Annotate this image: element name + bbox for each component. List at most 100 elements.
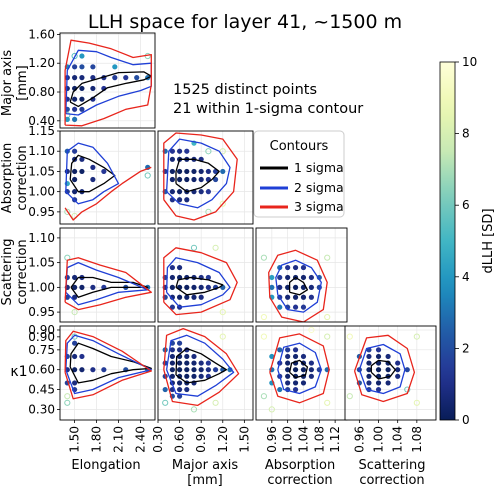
data-point xyxy=(184,148,190,154)
data-point xyxy=(191,176,197,183)
data-point xyxy=(191,360,197,366)
panel-frame xyxy=(157,130,254,225)
data-point xyxy=(79,53,85,59)
ylabel-major-axis: Major axis[mm] xyxy=(0,50,30,116)
data-point xyxy=(277,386,283,393)
data-point xyxy=(205,189,211,195)
data-point xyxy=(375,386,382,393)
data-point xyxy=(169,168,175,175)
data-point xyxy=(308,326,315,334)
data-point xyxy=(198,294,204,300)
data-point xyxy=(300,274,307,281)
y-tick-label: 0.45 xyxy=(28,383,55,397)
panel-frame xyxy=(344,325,437,421)
data-point xyxy=(191,168,197,175)
panel-frame xyxy=(59,32,156,129)
data-point xyxy=(285,274,291,281)
data-point xyxy=(72,380,78,386)
xlabel-absorption: Absorption correction xyxy=(265,458,335,488)
data-point xyxy=(308,284,314,290)
y-tick-label: 1.05 xyxy=(28,164,55,178)
data-point xyxy=(212,367,219,373)
colorbar-tick-label: 6 xyxy=(462,198,470,212)
data-point xyxy=(277,304,283,310)
data-point xyxy=(184,360,190,366)
data-point xyxy=(112,64,118,70)
data-point xyxy=(285,347,291,353)
ylabel-scattering: Scatteringcorrection xyxy=(0,238,30,305)
data-point xyxy=(72,367,78,373)
data-point xyxy=(176,373,183,379)
contour-2-sigma xyxy=(165,334,235,397)
data-point xyxy=(385,367,391,373)
data-point xyxy=(79,353,85,360)
contour-3-sigma xyxy=(268,249,328,322)
data-point xyxy=(79,96,85,102)
colorbar-tick-label: 4 xyxy=(462,270,470,284)
data-point xyxy=(300,353,307,360)
y-tick-label: 0.90 xyxy=(28,323,55,337)
data-point xyxy=(72,189,78,195)
contour-3-sigma xyxy=(64,166,152,221)
data-point xyxy=(72,96,78,102)
contour-2-sigma xyxy=(65,142,120,205)
panel-scattering-vs-kappa: 0.96 1.00 1.04 1.08 xyxy=(344,325,437,453)
y-tick-label: 1.10 xyxy=(28,144,55,158)
x-tick-label: 1.00 xyxy=(281,426,295,453)
panel-background xyxy=(60,228,155,322)
data-point xyxy=(198,189,204,195)
y-tick-label: 0.60 xyxy=(28,363,55,377)
data-point xyxy=(79,168,85,175)
x-tick-label: 1.12 xyxy=(328,426,342,453)
data-point xyxy=(79,85,85,92)
data-point xyxy=(90,75,96,81)
colorbar-tick-label: 10 xyxy=(462,55,477,69)
data-point xyxy=(375,367,382,373)
data-point xyxy=(300,264,307,271)
x-tick-label: 1.50 xyxy=(237,426,251,453)
contour-1-sigma xyxy=(288,359,309,379)
contour-3-sigma xyxy=(163,132,238,221)
data-point xyxy=(219,333,226,340)
x-tick-label: 1.04 xyxy=(296,426,310,453)
data-point xyxy=(169,148,175,154)
panel-frame xyxy=(59,325,156,421)
data-point xyxy=(90,284,96,290)
data-point xyxy=(191,284,197,290)
data-point xyxy=(71,52,78,60)
data-point xyxy=(292,386,299,393)
data-point xyxy=(277,347,283,353)
data-point xyxy=(198,373,204,379)
data-point xyxy=(144,172,151,179)
data-point xyxy=(260,313,268,321)
data-point xyxy=(269,274,275,281)
data-point xyxy=(308,274,314,281)
panel-frame xyxy=(59,227,156,323)
data-point xyxy=(220,168,226,175)
data-point xyxy=(169,360,175,366)
data-point xyxy=(169,284,175,290)
data-point xyxy=(285,380,291,386)
x-tick-label: 0.96 xyxy=(352,426,366,453)
panel-background xyxy=(345,326,436,420)
legend-title: Contours xyxy=(270,139,329,154)
data-point xyxy=(176,189,183,195)
contour-2-sigma xyxy=(358,343,406,395)
contour-1-sigma xyxy=(70,276,149,298)
data-point xyxy=(212,176,219,183)
data-point xyxy=(176,168,183,175)
panel-group: 0.40 0.80 1.20 1.60 0.95 1.00 1.05 1.10 1.15 0.90… xyxy=(28,27,437,453)
data-point xyxy=(316,274,322,281)
y-tick-label: 1.05 xyxy=(28,256,55,270)
data-point xyxy=(90,367,96,373)
y-tick-label: 0.95 xyxy=(28,205,55,219)
x-tick-label: 1.20 xyxy=(216,426,230,453)
panel-frame xyxy=(255,227,348,323)
info-line-1: 1525 distinct points xyxy=(173,82,317,98)
ylabel-kappa: κ1 xyxy=(10,364,27,380)
data-point xyxy=(285,294,291,300)
contour-2-sigma xyxy=(65,261,149,306)
data-point xyxy=(375,353,382,360)
data-point xyxy=(395,367,401,373)
contour-3-sigma xyxy=(64,39,152,127)
